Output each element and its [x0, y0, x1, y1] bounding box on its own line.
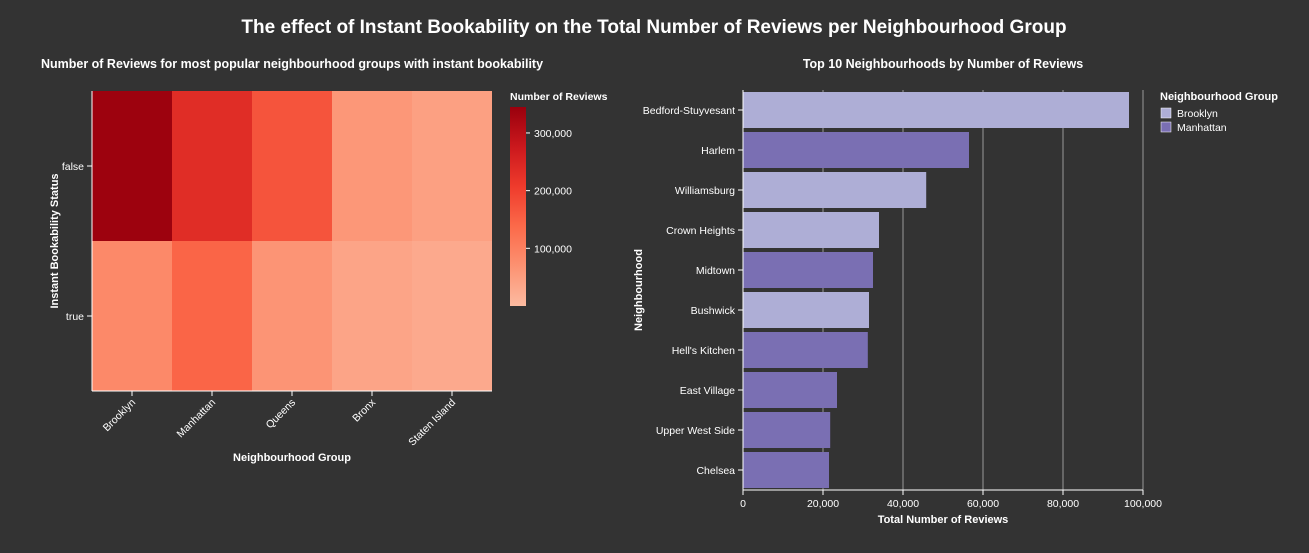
main-title: The effect of Instant Bookability on the… [241, 17, 1066, 38]
bar-chart-x-tick-label: 0 [740, 498, 746, 510]
heatmap-x-axis-title: Neighbourhood Group [233, 452, 351, 464]
heatmap-y-tick-label: true [66, 311, 84, 323]
bar-chart-x-tick-label: 60,000 [967, 498, 999, 510]
bar [743, 452, 829, 488]
bar-chart: Top 10 Neighbourhoods by Number of Revie… [633, 57, 1278, 526]
heatmap-cell [252, 91, 332, 241]
heatmap-cell [412, 91, 492, 241]
bar [743, 252, 873, 288]
heatmap-x-tick-label: Manhattan [175, 397, 219, 441]
heatmap-cell [92, 91, 172, 241]
heatmap-chart: Number of Reviews for most popular neigh… [41, 57, 608, 464]
bar [743, 172, 927, 208]
heatmap-legend-label: 100,000 [534, 243, 572, 255]
bar-chart-category-label: Hell's Kitchen [672, 345, 735, 357]
bar-chart-category-label: East Village [680, 385, 735, 397]
bar-chart-x-axis-title: Total Number of Reviews [878, 514, 1009, 526]
heatmap-legend-gradient [510, 107, 526, 306]
bar-chart-legend-title: Neighbourhood Group [1160, 91, 1278, 103]
heatmap-x-tick-label: Queens [264, 397, 298, 431]
heatmap-y-tick-label: false [62, 161, 84, 173]
heatmap-cell [252, 241, 332, 391]
heatmap-cell [412, 241, 492, 391]
heatmap-title: Number of Reviews for most popular neigh… [41, 57, 543, 71]
bar-chart-category-label: Chelsea [696, 465, 735, 477]
legend-label: Brooklyn [1177, 108, 1218, 120]
bar-chart-category-label: Upper West Side [656, 425, 735, 437]
bar [743, 372, 837, 408]
heatmap-y-axis-title: Instant Bookability Status [49, 173, 61, 308]
bar-chart-title: Top 10 Neighbourhoods by Number of Revie… [803, 57, 1083, 71]
legend-label: Manhattan [1177, 122, 1227, 134]
heatmap-cell [172, 91, 252, 241]
bar [743, 132, 969, 168]
bar-chart-category-label: Midtown [696, 265, 735, 277]
legend-swatch [1160, 121, 1172, 133]
bar [743, 332, 868, 368]
legend-swatch [1160, 107, 1172, 119]
bar [743, 412, 831, 448]
heatmap-x-tick-label: Staten Island [406, 397, 458, 449]
heatmap-cell [92, 241, 172, 391]
bar-chart-category-label: Crown Heights [666, 225, 735, 237]
bar-chart-y-axis-title: Neighbourhood [633, 249, 645, 331]
bar [743, 212, 879, 248]
bar-chart-x-tick-label: 20,000 [807, 498, 839, 510]
heatmap-legend-label: 200,000 [534, 186, 572, 198]
heatmap-cell [172, 241, 252, 391]
heatmap-legend-title: Number of Reviews [510, 91, 608, 103]
bar-chart-x-tick-label: 40,000 [887, 498, 919, 510]
bar-chart-x-tick-label: 80,000 [1047, 498, 1079, 510]
heatmap-x-tick-label: Brooklyn [101, 397, 138, 434]
bar-chart-x-tick-label: 100,000 [1124, 498, 1162, 510]
heatmap-cell [332, 91, 412, 241]
bar-chart-category-label: Bedford-Stuyvesant [643, 105, 735, 117]
bar-chart-category-label: Harlem [701, 145, 735, 157]
heatmap-cell [332, 241, 412, 391]
heatmap-legend-label: 300,000 [534, 128, 572, 140]
heatmap-x-tick-label: Bronx [350, 396, 378, 424]
bar-chart-category-label: Bushwick [691, 305, 736, 317]
bar [743, 92, 1129, 128]
bar-chart-category-label: Williamsburg [675, 185, 735, 197]
bar [743, 292, 869, 328]
